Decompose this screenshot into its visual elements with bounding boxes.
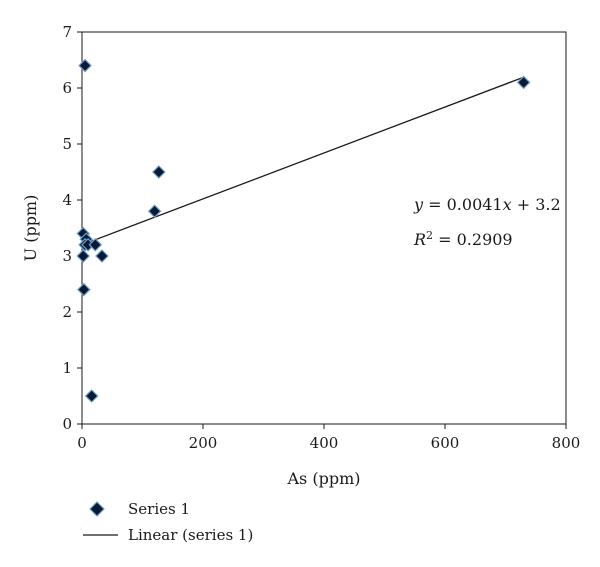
data-point	[151, 165, 166, 179]
data-point	[78, 58, 92, 73]
data-point	[76, 282, 91, 297]
trendline-equation: y = 0.0041x + 3.2	[413, 195, 561, 214]
x-tick-label: 800	[552, 434, 581, 452]
r-squared-var: R	[413, 230, 426, 249]
y-tick-label: 4	[62, 191, 72, 209]
data-points	[76, 58, 531, 403]
equation-x-var: x	[503, 195, 512, 214]
legend-trendline-label: Linear (series 1)	[128, 526, 253, 544]
x-tick-label: 600	[431, 434, 460, 452]
y-tick-label: 2	[62, 303, 72, 321]
y-tick-label: 6	[62, 79, 72, 97]
x-tick-label: 200	[189, 434, 218, 452]
y-tick-label: 0	[62, 415, 72, 433]
data-point	[147, 204, 162, 219]
data-point	[516, 75, 531, 90]
legend-series-1-label: Series 1	[128, 500, 190, 518]
trendline	[81, 76, 524, 246]
y-tick-label: 5	[62, 135, 72, 153]
data-point	[84, 389, 99, 403]
plot-area-frame	[81, 31, 567, 425]
r-squared-exp: 2	[426, 229, 433, 242]
legend-series-1-marker	[89, 501, 105, 517]
data-point	[88, 237, 103, 252]
legend: Series 1 Linear (series 1)	[83, 500, 253, 544]
y-axis-ticks: 0 1 2 3 4 5 6 7	[62, 23, 82, 433]
data-point	[95, 249, 109, 263]
equation-y-var: y	[413, 195, 424, 214]
y-tick-label: 1	[62, 359, 72, 377]
x-tick-label: 400	[310, 434, 339, 452]
y-axis-title: U (ppm)	[21, 195, 40, 262]
equation-coefficient: = 0.0041	[423, 195, 503, 214]
r-squared-label: R2 = 0.2909	[413, 229, 513, 250]
data-point	[76, 249, 91, 263]
x-axis-ticks: 0 200 400 600 800	[77, 424, 580, 452]
x-tick-label: 0	[77, 434, 87, 452]
x-axis-title: As (ppm)	[287, 469, 361, 488]
y-tick-label: 7	[62, 23, 72, 41]
y-tick-label: 3	[62, 247, 72, 265]
equation-intercept: + 3.2	[512, 195, 561, 214]
r-squared-value: = 0.2909	[433, 230, 513, 249]
